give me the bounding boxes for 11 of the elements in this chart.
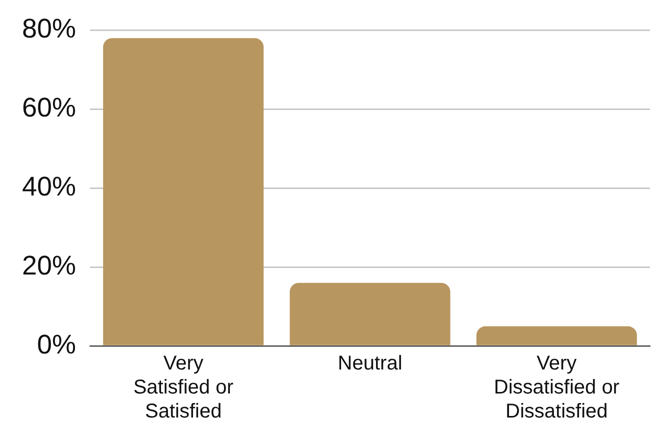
- bar: [476, 326, 637, 346]
- y-tick-label: 80%: [22, 14, 76, 44]
- bar: [103, 38, 264, 346]
- y-tick-label: 60%: [22, 92, 76, 123]
- y-tick-label: 40%: [22, 172, 76, 202]
- y-tick-label: 0%: [37, 329, 76, 360]
- y-tick-label: 20%: [22, 250, 76, 281]
- bar: [290, 282, 450, 346]
- x-tick-label: Neutral: [338, 352, 402, 375]
- x-tick-label: Very Dissatisfied or Dissatisfied: [494, 352, 620, 423]
- x-tick-label: Very Satisfied or Satisfied: [133, 352, 234, 423]
